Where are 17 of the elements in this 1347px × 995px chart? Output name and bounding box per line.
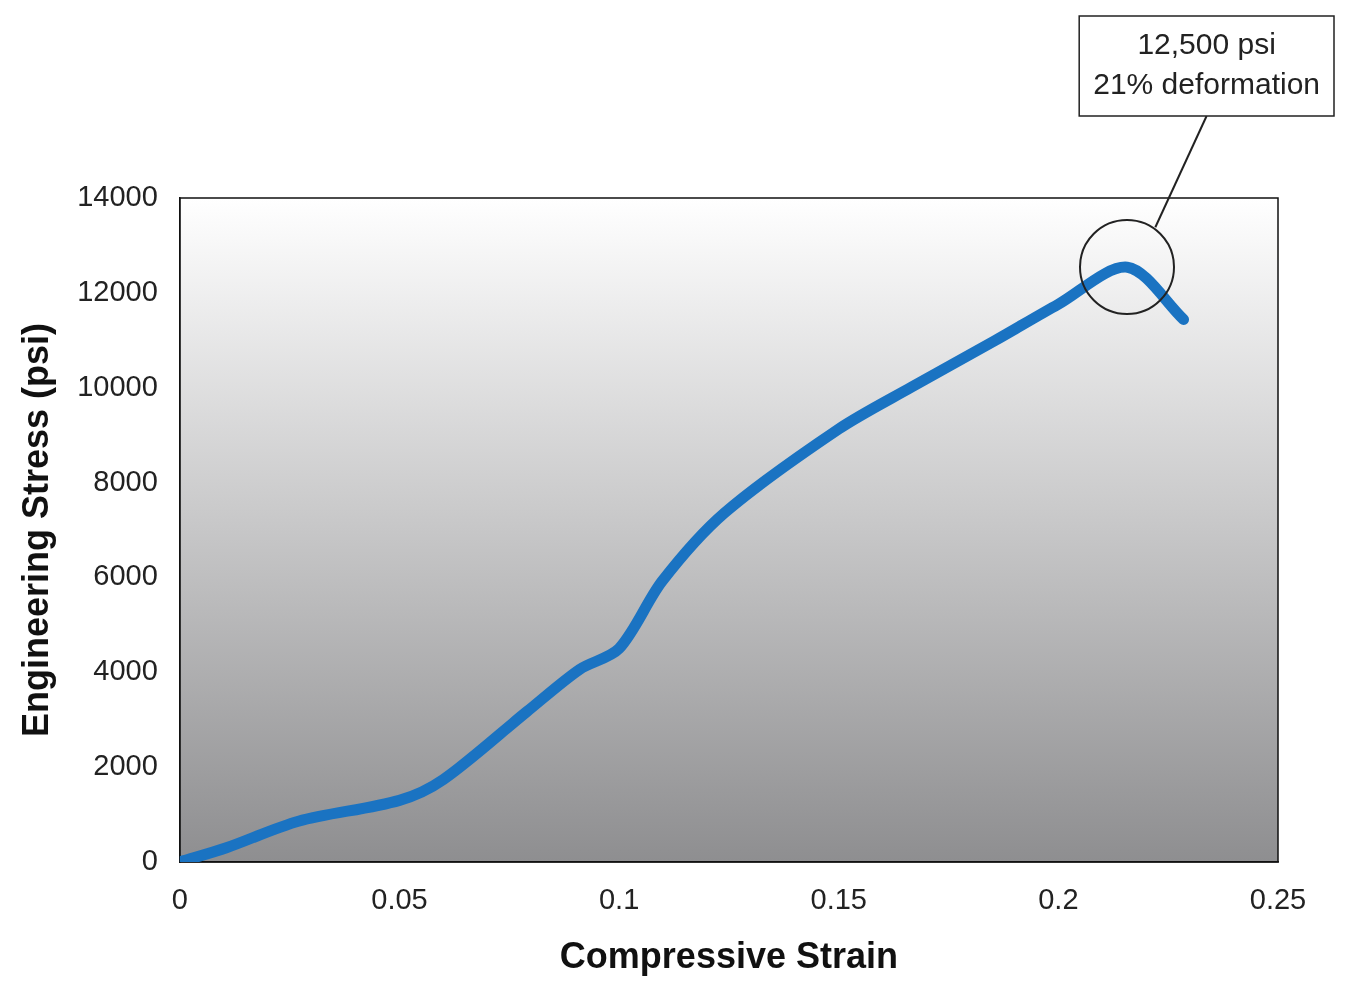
y-tick-label: 10000 xyxy=(77,369,158,402)
y-tick-label: 12000 xyxy=(77,274,158,307)
y-axis-title: Engineering Stress (psi) xyxy=(14,322,56,738)
x-tick-label: 0.25 xyxy=(1249,883,1307,916)
x-tick-label: 0.05 xyxy=(371,883,428,916)
y-tick-label: 6000 xyxy=(93,559,158,592)
text: 12,500 psi 21% deformation xyxy=(1093,27,1321,101)
x-tick-label: 0.1 xyxy=(598,883,640,916)
y-tick-label: 2000 xyxy=(93,749,158,782)
y-tick-label: 8000 xyxy=(93,464,158,497)
y-tick-label: 0 xyxy=(141,844,158,876)
y-tick-label: 14000 xyxy=(77,180,158,212)
x-axis-title: Compressive Strain xyxy=(559,935,898,977)
x-tick-label: 0.2 xyxy=(1038,883,1079,916)
y-tick-label: 4000 xyxy=(93,654,158,687)
x-tick-label: 0.15 xyxy=(810,883,867,916)
x-tick-label: 0 xyxy=(171,883,188,916)
